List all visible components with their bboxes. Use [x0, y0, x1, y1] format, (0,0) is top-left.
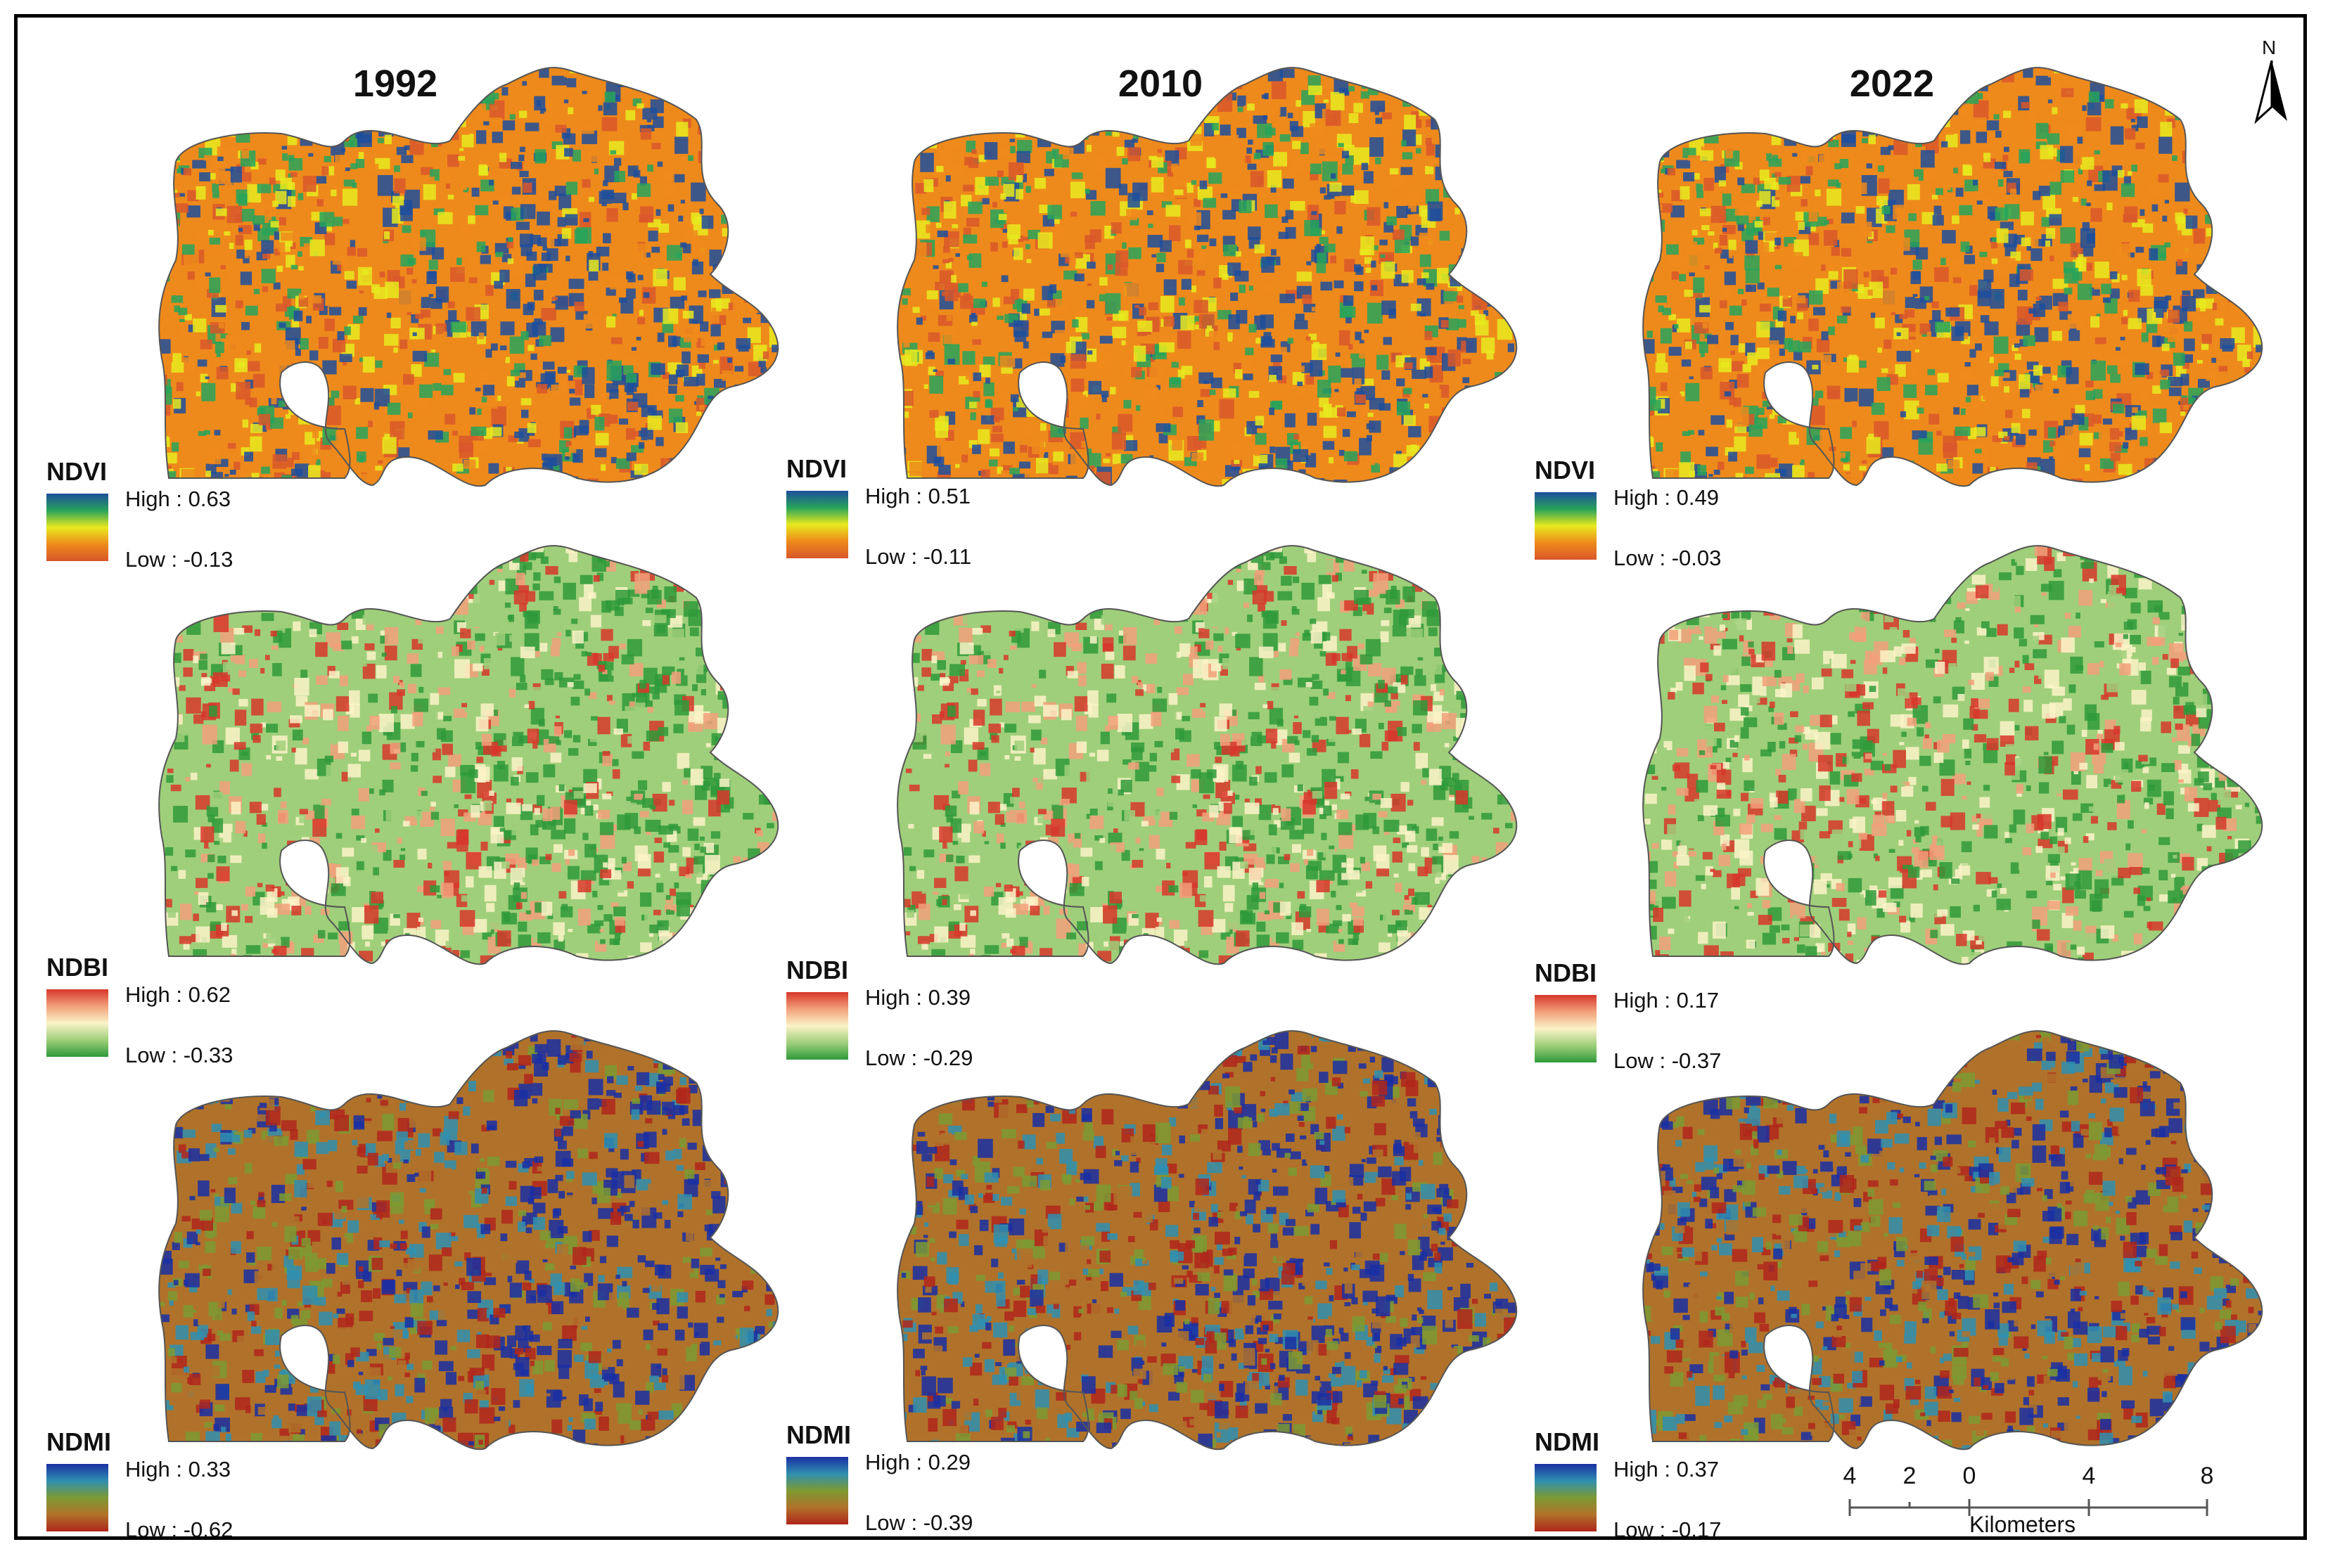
scale-unit: Kilometers	[1969, 1512, 2076, 1538]
ndmi-legend-2022: NDMI High : 0.37 Low : -0.17	[1535, 1427, 1844, 1568]
legend-low-label: Low : -0.39	[865, 1510, 973, 1536]
scale-tick-label: 4	[2083, 1463, 2096, 1490]
legend-color-ramp	[46, 494, 108, 561]
ndmi-legend-1992: NDMI High : 0.33 Low : -0.62	[46, 1427, 356, 1568]
ndmi-map-1992	[155, 1027, 788, 1455]
ndmi-map-2022	[1639, 1027, 2272, 1455]
legend-color-ramp	[1535, 1464, 1597, 1531]
ndbi-map-2010	[893, 541, 1526, 970]
legend-high-label: High : 0.51	[865, 484, 971, 509]
legend-high-label: High : 0.29	[865, 1450, 971, 1475]
legend-title: NDVI	[46, 457, 107, 487]
legend-high-label: High : 0.39	[865, 985, 971, 1010]
legend-high-label: High : 0.33	[125, 1457, 231, 1482]
legend-title: NDBI	[1535, 958, 1597, 988]
ndvi-map-2022	[1639, 63, 2272, 492]
legend-title: NDBI	[786, 956, 848, 985]
legend-color-ramp	[46, 1464, 108, 1531]
legend-color-ramp	[1535, 995, 1597, 1062]
legend-high-label: High : 0.63	[125, 487, 231, 512]
legend-high-label: High : 0.37	[1613, 1457, 1719, 1482]
scale-tick-label: 2	[1903, 1463, 1917, 1490]
legend-color-ramp	[1535, 492, 1597, 560]
legend-low-label: Low : -0.62	[125, 1517, 233, 1543]
legend-title: NDMI	[46, 1427, 111, 1457]
legend-title: NDVI	[786, 454, 847, 484]
legend-color-ramp	[786, 992, 848, 1060]
ndvi-map-2010	[893, 63, 1526, 492]
ndbi-map-2022	[1639, 541, 2272, 970]
legend-color-ramp	[786, 1457, 848, 1524]
legend-title: NDMI	[1535, 1427, 1599, 1457]
scale-tick-label: 0	[1963, 1463, 1976, 1490]
legend-color-ramp	[786, 491, 848, 558]
ndvi-map-1992	[155, 63, 788, 492]
legend-high-label: High : 0.17	[1613, 988, 1719, 1013]
north-label: N	[2262, 37, 2276, 59]
legend-color-ramp	[46, 989, 108, 1057]
legend-title: NDBI	[46, 953, 108, 982]
scale-bar: 4 2 0 4 8 Kilometers	[1829, 1463, 2223, 1540]
legend-high-label: High : 0.62	[125, 982, 231, 1008]
ndmi-legend-2010: NDMI High : 0.29 Low : -0.39	[786, 1420, 1096, 1561]
legend-title: NDVI	[1535, 456, 1595, 485]
legend-title: NDMI	[786, 1420, 851, 1450]
scale-tick-label: 4	[1843, 1463, 1857, 1490]
ndmi-map-2010	[893, 1027, 1526, 1455]
scale-tick-label: 8	[2201, 1463, 2214, 1490]
legend-high-label: High : 0.49	[1613, 485, 1719, 510]
ndbi-map-1992	[155, 541, 788, 970]
legend-low-label: Low : -0.17	[1613, 1517, 1721, 1543]
